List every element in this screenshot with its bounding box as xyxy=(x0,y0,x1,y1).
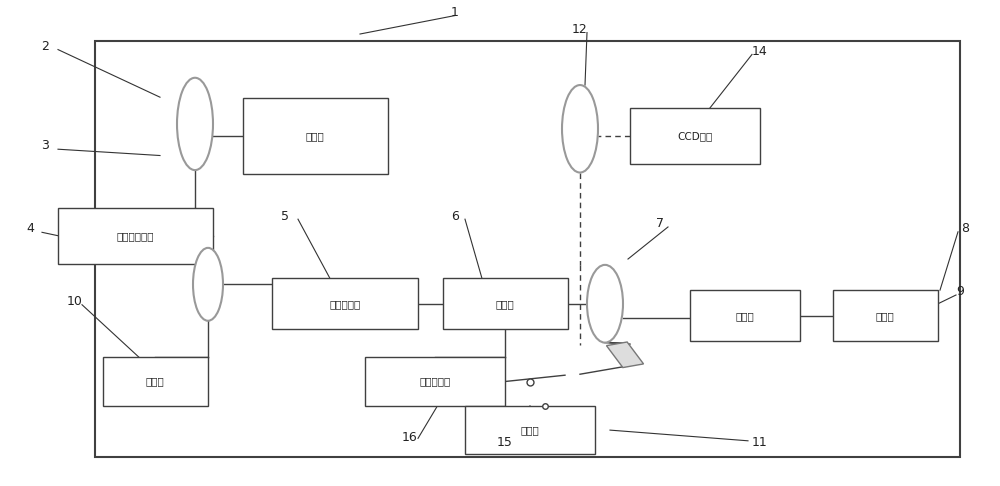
Bar xyxy=(272,278,418,330)
Bar xyxy=(103,357,208,406)
Text: 14: 14 xyxy=(752,45,768,57)
Text: 可调节衰减器: 可调节衰减器 xyxy=(116,231,154,241)
Bar xyxy=(832,291,938,341)
Text: 9: 9 xyxy=(956,285,964,298)
Bar xyxy=(442,278,568,330)
Text: 激光器: 激光器 xyxy=(306,131,324,141)
Text: 12: 12 xyxy=(572,23,588,35)
Bar xyxy=(365,357,505,406)
Text: CCD相机: CCD相机 xyxy=(677,131,713,141)
Text: 8: 8 xyxy=(961,222,969,235)
Text: 16: 16 xyxy=(402,431,418,444)
Text: 11: 11 xyxy=(752,436,768,449)
Text: 红外发射器: 红外发射器 xyxy=(419,377,451,386)
Text: 升降台: 升降台 xyxy=(521,425,539,435)
Text: 能量计: 能量计 xyxy=(146,377,164,386)
Bar xyxy=(58,208,213,263)
Text: 聚焦器: 聚焦器 xyxy=(496,299,514,309)
Polygon shape xyxy=(606,342,644,367)
Text: 4: 4 xyxy=(26,222,34,235)
Text: 光谱仪: 光谱仪 xyxy=(876,311,894,321)
Bar xyxy=(95,41,960,457)
Ellipse shape xyxy=(193,248,223,321)
Ellipse shape xyxy=(562,85,598,173)
Text: 10: 10 xyxy=(67,295,83,308)
Text: 光束整形器: 光束整形器 xyxy=(329,299,361,309)
Ellipse shape xyxy=(177,78,213,170)
Text: 1: 1 xyxy=(451,6,459,18)
Bar xyxy=(242,98,388,174)
Text: 5: 5 xyxy=(281,210,289,223)
Text: 6: 6 xyxy=(451,210,459,223)
Text: 15: 15 xyxy=(497,436,513,449)
Ellipse shape xyxy=(587,265,623,343)
Bar xyxy=(465,406,595,454)
Text: 2: 2 xyxy=(41,40,49,52)
Bar xyxy=(630,108,760,164)
Text: 3: 3 xyxy=(41,139,49,152)
Text: 7: 7 xyxy=(656,217,664,230)
Text: 收集镜: 收集镜 xyxy=(736,311,754,321)
Bar xyxy=(690,291,800,341)
